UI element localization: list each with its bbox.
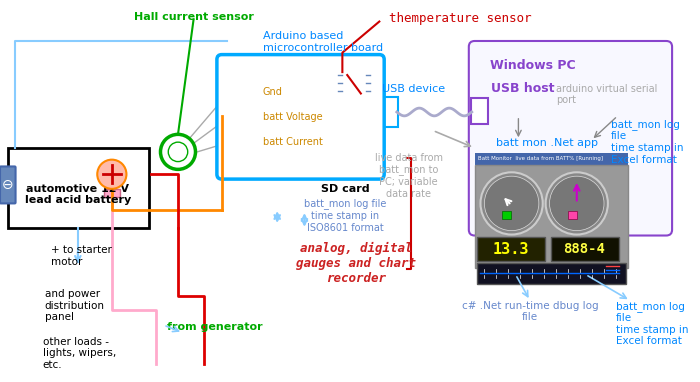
Text: arduino virtual serial
port: arduino virtual serial port <box>556 84 658 105</box>
Text: themperature sensor: themperature sensor <box>389 12 531 25</box>
FancyBboxPatch shape <box>0 167 15 204</box>
Text: USB device: USB device <box>382 84 445 94</box>
FancyBboxPatch shape <box>550 238 619 261</box>
Text: Arduino based
microcontroller board: Arduino based microcontroller board <box>262 31 383 53</box>
FancyBboxPatch shape <box>217 55 384 179</box>
Circle shape <box>97 160 127 189</box>
Circle shape <box>550 176 604 231</box>
FancyBboxPatch shape <box>230 85 257 99</box>
FancyBboxPatch shape <box>342 70 365 99</box>
FancyBboxPatch shape <box>475 165 629 268</box>
Text: Hall current sensor: Hall current sensor <box>134 12 253 22</box>
Text: c# .Net run-time dbug log
file: c# .Net run-time dbug log file <box>462 301 598 322</box>
Text: SD card: SD card <box>321 184 370 194</box>
Text: + to starter
motor: + to starter motor <box>50 245 111 267</box>
FancyBboxPatch shape <box>469 41 672 236</box>
FancyBboxPatch shape <box>8 148 149 228</box>
Text: batt_mon log file
time stamp in
ISO8601 format: batt_mon log file time stamp in ISO8601 … <box>304 199 386 233</box>
Text: other loads -
lights, wipers,
etc.: other loads - lights, wipers, etc. <box>43 337 116 370</box>
Circle shape <box>168 142 188 162</box>
Text: ⊖: ⊖ <box>2 178 13 192</box>
Circle shape <box>480 172 542 235</box>
Text: and power
distribution
panel: and power distribution panel <box>45 289 105 322</box>
FancyBboxPatch shape <box>379 97 398 126</box>
Text: batt Voltage: batt Voltage <box>262 112 322 122</box>
FancyBboxPatch shape <box>475 153 629 165</box>
FancyBboxPatch shape <box>471 99 489 124</box>
Text: USB host: USB host <box>491 82 554 95</box>
Circle shape <box>484 176 539 231</box>
FancyBboxPatch shape <box>230 110 257 124</box>
Text: automotive 12 V
lead acid battery: automotive 12 V lead acid battery <box>25 184 131 206</box>
Text: analog, digital
gauges and chart
recorder: analog, digital gauges and chart recorde… <box>296 242 416 285</box>
Circle shape <box>160 134 195 169</box>
Text: Batt Monitor  live data from BATT% [Running]: Batt Monitor live data from BATT% [Runni… <box>477 156 603 161</box>
Text: Windows PC: Windows PC <box>490 60 576 73</box>
Text: batt_mon log
file
time stamp in
Excel format: batt_mon log file time stamp in Excel fo… <box>616 301 688 346</box>
FancyBboxPatch shape <box>477 263 626 284</box>
FancyBboxPatch shape <box>477 238 545 261</box>
Text: 888-4: 888-4 <box>564 242 606 256</box>
Text: batt mon .Net app: batt mon .Net app <box>496 138 598 148</box>
Text: Gnd: Gnd <box>262 87 283 97</box>
Text: batt_mon log
file
time stamp in
Excel format: batt_mon log file time stamp in Excel fo… <box>611 119 683 165</box>
FancyBboxPatch shape <box>568 211 577 219</box>
Text: from generator: from generator <box>167 322 263 332</box>
Text: 13.3: 13.3 <box>492 242 529 257</box>
FancyBboxPatch shape <box>104 189 120 197</box>
FancyBboxPatch shape <box>502 211 510 219</box>
Polygon shape <box>329 143 337 148</box>
FancyBboxPatch shape <box>329 143 360 167</box>
Text: live data from
batt_mon to
PC; variable
data rate: live data from batt_mon to PC; variable … <box>374 153 442 199</box>
Circle shape <box>545 172 608 235</box>
FancyBboxPatch shape <box>230 135 257 149</box>
Text: batt Current: batt Current <box>262 137 323 147</box>
